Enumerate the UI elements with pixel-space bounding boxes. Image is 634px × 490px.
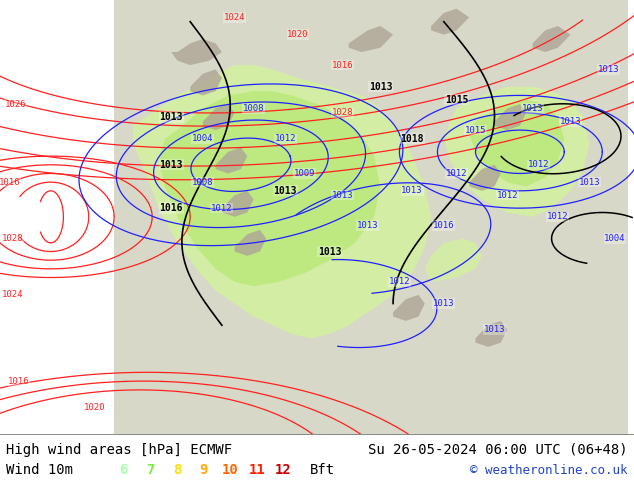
Text: 1015: 1015 [444, 95, 469, 105]
Text: 1013: 1013 [357, 221, 378, 230]
Text: 1012: 1012 [528, 160, 550, 169]
Text: 1013: 1013 [522, 104, 543, 113]
Text: 1012: 1012 [389, 277, 410, 286]
Text: 1016: 1016 [0, 178, 20, 187]
Text: 1013: 1013 [332, 191, 353, 199]
Polygon shape [203, 104, 235, 130]
Polygon shape [533, 26, 571, 52]
Text: 1004: 1004 [192, 134, 214, 143]
Text: 9: 9 [199, 464, 208, 477]
Polygon shape [158, 91, 380, 286]
Text: 1012: 1012 [446, 169, 467, 178]
Polygon shape [431, 9, 469, 35]
Text: 12: 12 [275, 464, 292, 477]
Text: 1028: 1028 [2, 234, 23, 243]
Text: 1013: 1013 [159, 160, 183, 170]
Text: 1013: 1013 [273, 186, 297, 196]
Polygon shape [190, 70, 222, 96]
Text: 7: 7 [146, 464, 155, 477]
Text: 1026: 1026 [5, 99, 27, 109]
Text: 1020: 1020 [287, 30, 309, 39]
Polygon shape [469, 165, 501, 191]
Text: 1013: 1013 [560, 117, 581, 126]
Text: 1012: 1012 [547, 212, 569, 221]
Polygon shape [469, 100, 564, 187]
Text: 1013: 1013 [401, 186, 423, 196]
Text: 1018: 1018 [400, 134, 424, 144]
Polygon shape [444, 87, 590, 217]
Polygon shape [425, 239, 482, 282]
Polygon shape [235, 230, 266, 256]
Text: Su 26-05-2024 06:00 UTC (06+48): Su 26-05-2024 06:00 UTC (06+48) [368, 443, 628, 457]
Text: 8: 8 [172, 464, 181, 477]
Text: 1013: 1013 [579, 178, 600, 187]
Text: 1024: 1024 [224, 13, 245, 22]
Polygon shape [222, 191, 254, 217]
Text: 1013: 1013 [433, 299, 455, 308]
Polygon shape [133, 65, 431, 338]
Text: 1028: 1028 [332, 108, 353, 117]
Text: 1008: 1008 [192, 178, 214, 187]
Text: Bft: Bft [310, 464, 335, 477]
Text: 1013: 1013 [484, 325, 505, 334]
Polygon shape [349, 26, 393, 52]
Text: 1015: 1015 [465, 125, 486, 135]
Text: 1020: 1020 [84, 403, 106, 412]
Text: Wind 10m: Wind 10m [6, 464, 74, 477]
Text: 1013: 1013 [159, 112, 183, 122]
Text: 1016: 1016 [159, 203, 183, 213]
Polygon shape [476, 321, 507, 347]
Text: 1016: 1016 [332, 61, 353, 70]
Polygon shape [393, 295, 425, 321]
Text: 1016: 1016 [8, 377, 30, 386]
Text: 1004: 1004 [604, 234, 626, 243]
Text: 1012: 1012 [496, 191, 518, 199]
Polygon shape [114, 0, 628, 434]
Text: 1012: 1012 [211, 204, 233, 213]
Text: 11: 11 [249, 464, 265, 477]
Polygon shape [216, 147, 247, 173]
Text: 1013: 1013 [598, 65, 619, 74]
Text: 1024: 1024 [2, 291, 23, 299]
Text: 1016: 1016 [433, 221, 455, 230]
Text: 10: 10 [222, 464, 238, 477]
Text: 1008: 1008 [243, 104, 264, 113]
Text: High wind areas [hPa] ECMWF: High wind areas [hPa] ECMWF [6, 443, 233, 457]
Polygon shape [171, 39, 222, 65]
Text: 1009: 1009 [294, 169, 315, 178]
Text: © weatheronline.co.uk: © weatheronline.co.uk [470, 464, 628, 477]
Text: 6: 6 [119, 464, 128, 477]
Polygon shape [495, 104, 526, 130]
Text: 1013: 1013 [318, 246, 342, 257]
Text: 1013: 1013 [368, 82, 392, 92]
Text: 1012: 1012 [275, 134, 296, 143]
